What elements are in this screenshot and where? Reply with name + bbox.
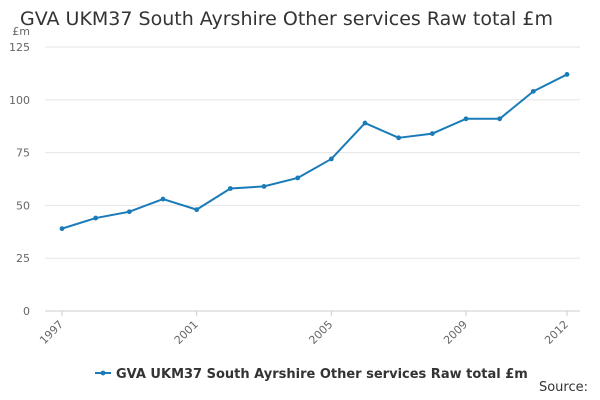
x-tick-label: 2001 xyxy=(172,318,201,347)
data-point[interactable] xyxy=(160,196,166,202)
y-unit-label: £m xyxy=(12,25,30,38)
y-tick-label: 125 xyxy=(9,41,30,54)
data-point[interactable] xyxy=(429,131,435,136)
data-point[interactable] xyxy=(530,88,536,94)
data-point[interactable] xyxy=(362,120,368,126)
data-point[interactable] xyxy=(564,72,570,77)
data-point[interactable] xyxy=(126,209,132,215)
grid-lines xyxy=(45,46,580,312)
y-tick-label: 0 xyxy=(23,305,30,318)
data-point[interactable] xyxy=(93,215,99,221)
y-tick-label: 50 xyxy=(16,199,30,212)
y-tick-label: 25 xyxy=(16,252,30,265)
series-layer xyxy=(59,72,570,232)
x-tick-label: 2005 xyxy=(306,318,335,347)
legend-marker xyxy=(100,370,106,376)
data-point[interactable] xyxy=(328,156,334,162)
data-point[interactable] xyxy=(59,226,65,232)
x-tick-label: 2012 xyxy=(542,318,571,347)
data-point[interactable] xyxy=(194,207,200,213)
data-point[interactable] xyxy=(227,186,233,191)
data-point[interactable] xyxy=(295,175,301,181)
x-axis: 1997 2001 2005 2009 2012 xyxy=(37,311,571,347)
x-tick-label: 2009 xyxy=(441,318,470,347)
data-point[interactable] xyxy=(463,116,469,122)
chart-title: GVA UKM37 South Ayrshire Other services … xyxy=(20,8,553,30)
data-point[interactable] xyxy=(396,135,402,141)
series-line xyxy=(61,73,568,230)
legend-label[interactable]: GVA UKM37 South Ayrshire Other services … xyxy=(116,367,528,382)
legend[interactable]: GVA UKM37 South Ayrshire Other services … xyxy=(95,367,528,382)
y-tick-label: 100 xyxy=(9,94,30,107)
source-label: Source: xyxy=(538,380,588,395)
y-axis: 0 25 50 75 100 125 £m xyxy=(9,25,30,318)
data-point[interactable] xyxy=(261,183,267,189)
data-point[interactable] xyxy=(497,116,503,122)
y-tick-label: 75 xyxy=(16,147,30,160)
x-tick-label: 1997 xyxy=(37,318,66,347)
